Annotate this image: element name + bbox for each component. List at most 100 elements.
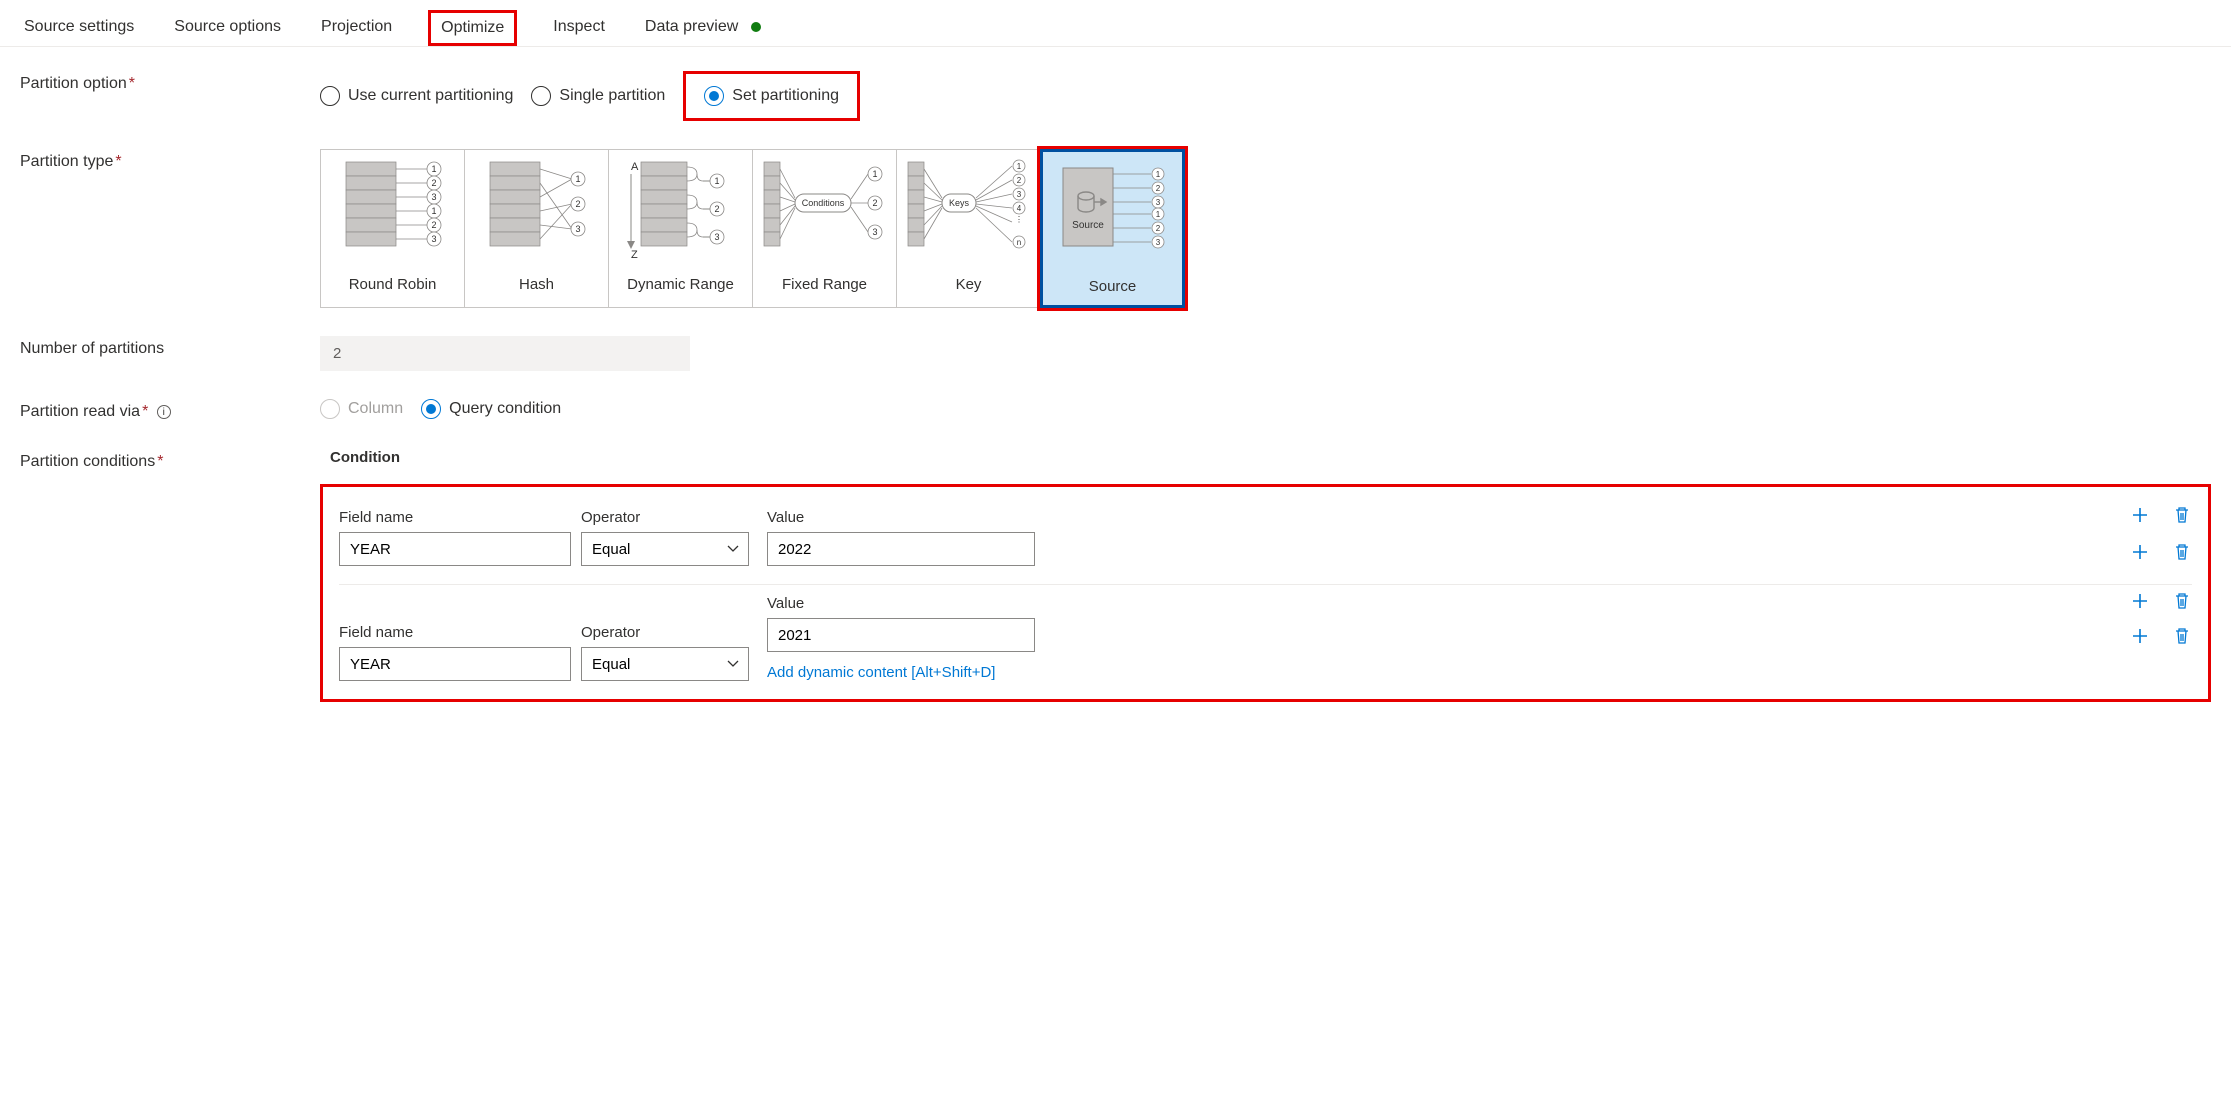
svg-text:3: 3 — [575, 224, 580, 234]
ptype-dynamic-range[interactable]: A Z — [608, 149, 753, 308]
row-partition-conditions: Partition conditions* Condition Field na — [20, 449, 2211, 702]
cond-field-input[interactable] — [339, 532, 571, 566]
radio-set-partitioning[interactable]: Set partitioning — [683, 71, 860, 121]
diagram-dynamic-range: A Z — [609, 150, 752, 268]
svg-text:2: 2 — [1155, 184, 1160, 193]
cond-val-input[interactable] — [767, 618, 1035, 652]
ptype-key[interactable]: Keys 123 4⋮n — [896, 149, 1041, 308]
radio-single-partition[interactable]: Single partition — [531, 86, 665, 106]
row-partition-option: Partition option* Use current partitioni… — [20, 71, 2211, 121]
ptype-round-robin[interactable]: 123 123 Round Robin — [320, 149, 465, 308]
row-top-actions — [2130, 591, 2192, 611]
cond-op-select[interactable] — [581, 647, 749, 681]
add-icon[interactable] — [2130, 591, 2150, 611]
tab-source-settings[interactable]: Source settings — [20, 10, 138, 46]
svg-text:1: 1 — [431, 164, 436, 174]
radio-use-current[interactable]: Use current partitioning — [320, 86, 513, 106]
tab-data-preview-label: Data preview — [645, 18, 738, 35]
delete-icon[interactable] — [2172, 505, 2192, 525]
svg-text:1: 1 — [1016, 162, 1021, 171]
partition-option-radios: Use current partitioning Single partitio… — [320, 71, 860, 121]
svg-text:2: 2 — [714, 204, 719, 214]
svg-text:n: n — [1016, 238, 1020, 247]
radio-icon — [421, 399, 441, 419]
add-dynamic-content-link[interactable]: Add dynamic content [Alt+Shift+D] — [767, 664, 1035, 681]
svg-text:2: 2 — [872, 198, 877, 208]
tab-projection[interactable]: Projection — [317, 10, 396, 46]
read-via-radios: Column Query condition — [320, 399, 561, 419]
add-icon[interactable] — [2130, 542, 2150, 562]
tab-optimize[interactable]: Optimize — [428, 10, 517, 46]
ptype-fixed-range[interactable]: Conditions 123 Fixed Range — [752, 149, 897, 308]
cond-val-label: Value — [767, 509, 1035, 526]
label-partition-option: Partition option* — [20, 71, 320, 93]
required-marker: * — [115, 153, 121, 170]
label-partition-conditions: Partition conditions* — [20, 449, 320, 471]
svg-text:1: 1 — [431, 206, 436, 216]
radio-query-condition[interactable]: Query condition — [421, 399, 561, 419]
radio-icon — [704, 86, 724, 106]
tab-source-options[interactable]: Source options — [170, 10, 285, 46]
svg-text:1: 1 — [1155, 210, 1160, 219]
svg-text:Z: Z — [631, 249, 638, 261]
svg-text:1: 1 — [872, 169, 877, 179]
cond-field-label: Field name — [339, 624, 571, 641]
diagram-source: Source 123 123 — [1043, 152, 1182, 270]
svg-text:3: 3 — [431, 234, 436, 244]
cond-field-input[interactable] — [339, 647, 571, 681]
add-icon[interactable] — [2130, 505, 2150, 525]
required-marker: * — [129, 75, 135, 92]
svg-text:3: 3 — [1155, 198, 1160, 207]
row-top-actions — [2130, 505, 2192, 525]
row-num-partitions: Number of partitions — [20, 336, 2211, 371]
delete-icon[interactable] — [2172, 542, 2192, 562]
cond-op-col: Operator — [581, 624, 749, 681]
condition-row: Field name Operator Value — [339, 585, 2192, 687]
info-icon[interactable]: i — [157, 405, 171, 419]
diagram-fixed-range: Conditions 123 — [753, 150, 896, 268]
conditions-section: Condition Field name — [320, 449, 2211, 702]
ptype-source[interactable]: Source 123 123 — [1040, 149, 1185, 308]
row-partition-read-via: Partition read via* i Column Query condi… — [20, 399, 2211, 421]
cond-val-col: Value — [767, 509, 1035, 566]
svg-text:1: 1 — [714, 176, 719, 186]
svg-text:2: 2 — [431, 220, 436, 230]
row-actions — [2130, 542, 2192, 566]
diagram-hash: 123 — [465, 150, 608, 268]
svg-text:3: 3 — [1016, 190, 1021, 199]
svg-text:Conditions: Conditions — [801, 198, 844, 208]
cond-op-label: Operator — [581, 509, 749, 526]
svg-text:1: 1 — [1155, 170, 1160, 179]
cond-op-label: Operator — [581, 624, 749, 641]
cond-op-col: Operator — [581, 509, 749, 566]
required-marker: * — [142, 403, 148, 420]
partition-type-cards: 123 123 Round Robin — [320, 149, 1185, 308]
tab-data-preview[interactable]: Data preview — [641, 10, 765, 46]
delete-icon[interactable] — [2172, 591, 2192, 611]
input-num-partitions[interactable] — [320, 336, 690, 371]
label-partition-read-via: Partition read via* i — [20, 399, 320, 421]
diagram-key: Keys 123 4⋮n — [897, 150, 1040, 268]
conditions-header: Condition — [330, 449, 2211, 466]
radio-column[interactable]: Column — [320, 399, 403, 419]
status-dot-icon — [751, 22, 761, 32]
required-marker: * — [157, 453, 163, 470]
conditions-box: Field name Operator Value — [320, 484, 2211, 702]
form-area: Partition option* Use current partitioni… — [0, 47, 2231, 726]
svg-text:3: 3 — [714, 232, 719, 242]
row-actions — [2130, 626, 2192, 650]
radio-icon — [320, 86, 340, 106]
add-icon[interactable] — [2130, 626, 2150, 646]
cond-op-select[interactable] — [581, 532, 749, 566]
cond-val-input[interactable] — [767, 532, 1035, 566]
delete-icon[interactable] — [2172, 626, 2192, 646]
svg-text:Keys: Keys — [948, 198, 969, 208]
cond-field-col: Field name — [339, 509, 571, 566]
cond-field-label: Field name — [339, 509, 571, 526]
svg-text:3: 3 — [431, 192, 436, 202]
ptype-hash[interactable]: 123 Hash — [464, 149, 609, 308]
svg-text:⋮: ⋮ — [1015, 215, 1023, 224]
tabs-bar: Source settings Source options Projectio… — [0, 0, 2231, 47]
tab-inspect[interactable]: Inspect — [549, 10, 609, 46]
diagram-round-robin: 123 123 — [321, 150, 464, 268]
